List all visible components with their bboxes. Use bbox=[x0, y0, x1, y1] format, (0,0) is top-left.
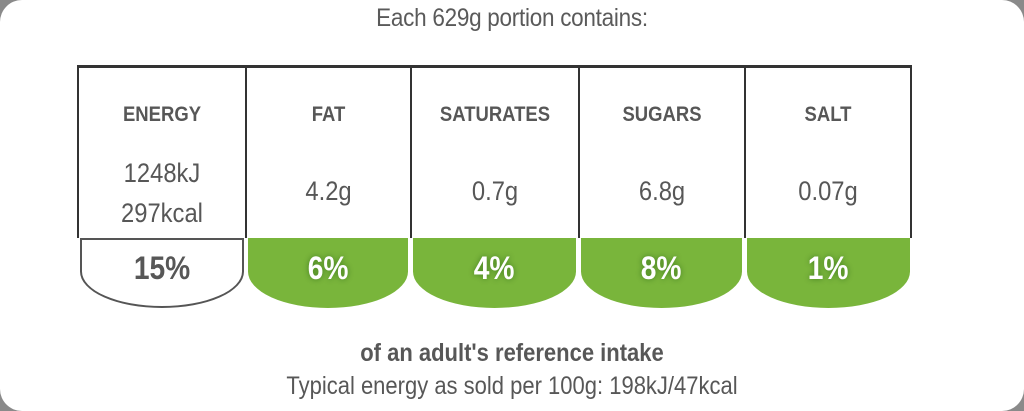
nutrient-label: SATURATES bbox=[439, 103, 551, 126]
reference-intake-percent: 15% bbox=[133, 249, 191, 286]
reference-intake-percent: 6% bbox=[307, 249, 349, 286]
reference-intake-percent: 1% bbox=[808, 249, 849, 286]
nutrient-column-energy: ENERGY 1248kJ 297kcal 15% bbox=[77, 65, 245, 310]
reference-intake-badge: 1% bbox=[747, 238, 910, 308]
typical-energy-note: Typical energy as sold per 100g: 198kJ/4… bbox=[286, 372, 738, 400]
nutrient-value: 1248kJ 297kcal bbox=[89, 153, 235, 233]
portion-header: Each 629g portion contains: bbox=[376, 4, 648, 32]
nutrient-value: 0.07g bbox=[798, 176, 858, 206]
nutrient-value: 6.8g bbox=[638, 176, 686, 206]
nutrient-cell: SUGARS 6.8g bbox=[578, 65, 744, 238]
nutrient-value: 0.7g bbox=[471, 176, 519, 206]
nutrient-column-salt: SALT 0.07g 1% bbox=[744, 65, 912, 310]
nutrient-value: 4.2g bbox=[305, 176, 352, 206]
nutrient-column-sugars: SUGARS 6.8g 8% bbox=[578, 65, 744, 310]
nutrient-label: SUGARS bbox=[622, 103, 702, 126]
nutrient-cell: ENERGY 1248kJ 297kcal bbox=[77, 65, 245, 238]
reference-intake-badge: 4% bbox=[413, 238, 576, 308]
reference-intake-percent: 8% bbox=[641, 249, 682, 286]
nutrient-label: ENERGY bbox=[122, 103, 202, 126]
nutrient-cell: SATURATES 0.7g bbox=[410, 65, 578, 238]
nutrient-cell: SALT 0.07g bbox=[744, 65, 912, 238]
reference-intake-note: of an adult's reference intake bbox=[360, 339, 664, 367]
reference-intake-badge: 6% bbox=[248, 238, 408, 308]
nutrient-column-fat: FAT 4.2g 6% bbox=[245, 65, 410, 310]
reference-intake-badge: 15% bbox=[80, 238, 244, 308]
energy-kj: 1248kJ bbox=[123, 158, 201, 188]
nutrient-cell: FAT 4.2g bbox=[245, 65, 410, 238]
reference-intake-percent: 4% bbox=[474, 249, 515, 286]
reference-intake-badge: 8% bbox=[581, 238, 742, 308]
nutrient-label: SALT bbox=[804, 103, 852, 126]
nutrition-table: ENERGY 1248kJ 297kcal 15% FAT 4.2g 6% bbox=[77, 65, 912, 310]
nutrient-column-saturates: SATURATES 0.7g 4% bbox=[410, 65, 578, 310]
energy-kcal: 297kcal bbox=[121, 198, 203, 228]
nutrient-label: FAT bbox=[311, 103, 346, 126]
